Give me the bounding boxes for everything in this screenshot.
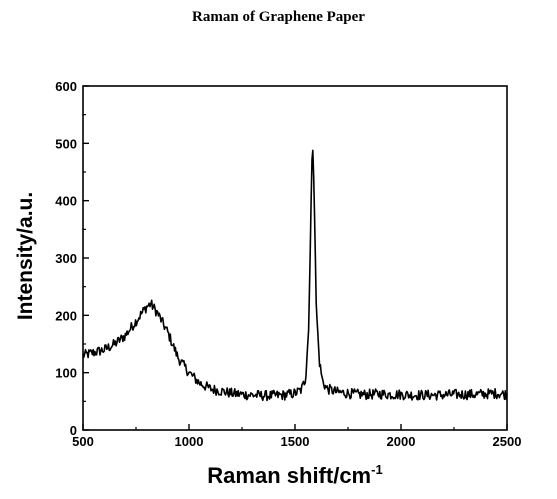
plot-frame [82,85,508,431]
y-tick-label: 200 [55,308,77,323]
x-tick-label: 2000 [387,434,416,449]
x-axis-label: Raman shift/cm-1 [207,462,382,488]
y-tick-label: 600 [55,79,77,94]
x-tick-label: 500 [72,434,94,449]
y-tick-label: 500 [55,136,77,151]
x-axis-label-text: Raman shift/cm [207,463,371,488]
ticks-group: 500 1000 1500 2000 2500 0 100 200 300 400 500 600 [55,79,521,449]
y-axis-label: Intensity/a.u. [14,192,37,320]
y-tick-label: 100 [55,366,77,381]
x-tick-label: 1000 [175,434,204,449]
chart-title: Raman of Graphene Paper [192,9,365,25]
y-tick-label: 300 [55,251,77,266]
y-tick-label: 0 [70,423,77,438]
series-line [82,149,508,402]
x-tick-label: 1500 [281,434,310,449]
axes-group [82,85,508,431]
x-tick-label: 2500 [493,434,522,449]
plot-area [82,149,508,402]
y-tick-label: 400 [55,194,77,209]
x-axis-label-superscript: -1 [371,462,383,477]
